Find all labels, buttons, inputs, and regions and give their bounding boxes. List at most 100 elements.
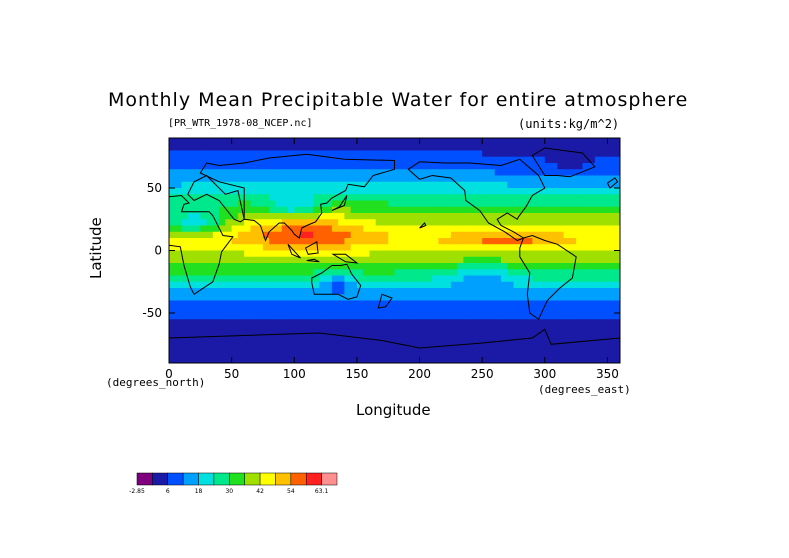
heat-cell — [563, 194, 571, 202]
heat-cell — [294, 344, 302, 352]
heat-cell — [244, 169, 252, 177]
heat-cell — [194, 313, 201, 320]
heat-cell — [269, 238, 277, 245]
heat-cell — [532, 219, 540, 227]
heat-cell — [588, 163, 596, 170]
heat-cell — [206, 269, 214, 277]
heat-cell — [212, 319, 220, 327]
heat-cell — [388, 256, 396, 264]
heat-cell — [457, 269, 465, 277]
heat-cell — [356, 350, 364, 358]
heat-cell — [494, 175, 502, 183]
heat-cell — [169, 138, 176, 145]
heat-cell — [338, 306, 345, 314]
heat-cell — [169, 169, 176, 177]
heat-cell — [206, 156, 214, 164]
heat-cell — [219, 250, 226, 258]
heat-cell — [469, 319, 477, 327]
heat-cell — [237, 238, 245, 245]
heat-cell — [576, 163, 584, 170]
heat-cell — [613, 163, 620, 170]
heat-cell — [244, 138, 252, 145]
heat-cell — [306, 244, 314, 252]
heat-cell — [601, 231, 609, 239]
heat-cell — [463, 263, 471, 270]
heat-cell — [613, 188, 620, 195]
heat-cell — [369, 250, 377, 258]
heat-cell — [269, 156, 277, 164]
heat-cell — [212, 294, 220, 302]
heat-cell — [507, 350, 515, 358]
heat-cell — [313, 288, 320, 295]
heat-cell — [212, 200, 220, 208]
heat-cell — [532, 269, 540, 277]
heat-cell — [532, 244, 540, 252]
heat-cell — [569, 156, 577, 164]
heat-cell — [212, 281, 220, 289]
heat-cell — [244, 250, 252, 258]
heat-cell — [488, 256, 496, 264]
heat-cell — [607, 188, 615, 195]
heat-cell — [206, 225, 214, 233]
heat-cell — [350, 188, 358, 195]
heat-cell — [532, 338, 540, 345]
heat-cell — [175, 319, 183, 327]
coastline — [606, 177, 619, 189]
heat-cell — [269, 288, 277, 295]
heat-cell — [582, 238, 590, 245]
heat-cell — [513, 225, 521, 233]
heat-cell — [482, 238, 490, 245]
heat-cell — [375, 150, 383, 158]
heat-cell — [594, 200, 602, 208]
heat-cell — [313, 206, 320, 214]
heat-cell — [381, 244, 389, 252]
heat-cell — [482, 350, 490, 358]
heat-cell — [463, 231, 471, 239]
heat-cell — [588, 263, 596, 270]
heat-cell — [463, 156, 471, 164]
heat-cell — [444, 175, 452, 183]
heat-cell — [513, 263, 521, 270]
heat-cell — [588, 144, 596, 152]
heat-cell — [294, 300, 302, 308]
heat-cell — [519, 181, 527, 189]
heat-cell — [388, 306, 396, 314]
heat-cell — [375, 175, 383, 183]
heat-cell — [237, 206, 245, 214]
heat-cell — [338, 256, 345, 264]
heat-cell — [582, 256, 590, 264]
heat-cell — [344, 194, 352, 202]
heat-cell — [388, 281, 396, 289]
heat-cell — [551, 256, 558, 264]
heat-cell — [350, 325, 358, 333]
heat-cell — [450, 300, 458, 308]
heat-cell — [344, 169, 352, 177]
heat-cell — [400, 344, 408, 352]
heat-cell — [269, 194, 277, 202]
heat-cell — [532, 350, 540, 358]
heat-cell — [300, 244, 308, 252]
heat-cell — [237, 231, 245, 239]
heat-cell — [475, 213, 483, 220]
heat-cell — [607, 244, 615, 252]
heat-cell — [375, 213, 383, 220]
heat-cell — [250, 238, 258, 245]
heat-cell — [294, 325, 302, 333]
heat-cell — [169, 150, 176, 158]
heat-cell — [557, 200, 565, 208]
heat-cell — [356, 238, 364, 245]
heat-cell — [256, 269, 264, 277]
heat-cell — [169, 338, 176, 345]
heat-cell — [463, 138, 471, 145]
heat-cell — [281, 150, 289, 158]
heat-cell — [269, 325, 277, 333]
heat-cell — [331, 269, 339, 277]
heat-cell — [313, 306, 320, 314]
heat-cell — [206, 344, 214, 352]
heat-cell — [356, 275, 364, 283]
heat-cell — [544, 350, 552, 358]
heat-cell — [331, 213, 339, 220]
heat-cell — [500, 331, 508, 339]
heat-cell — [544, 250, 552, 258]
heat-cell — [532, 288, 540, 295]
